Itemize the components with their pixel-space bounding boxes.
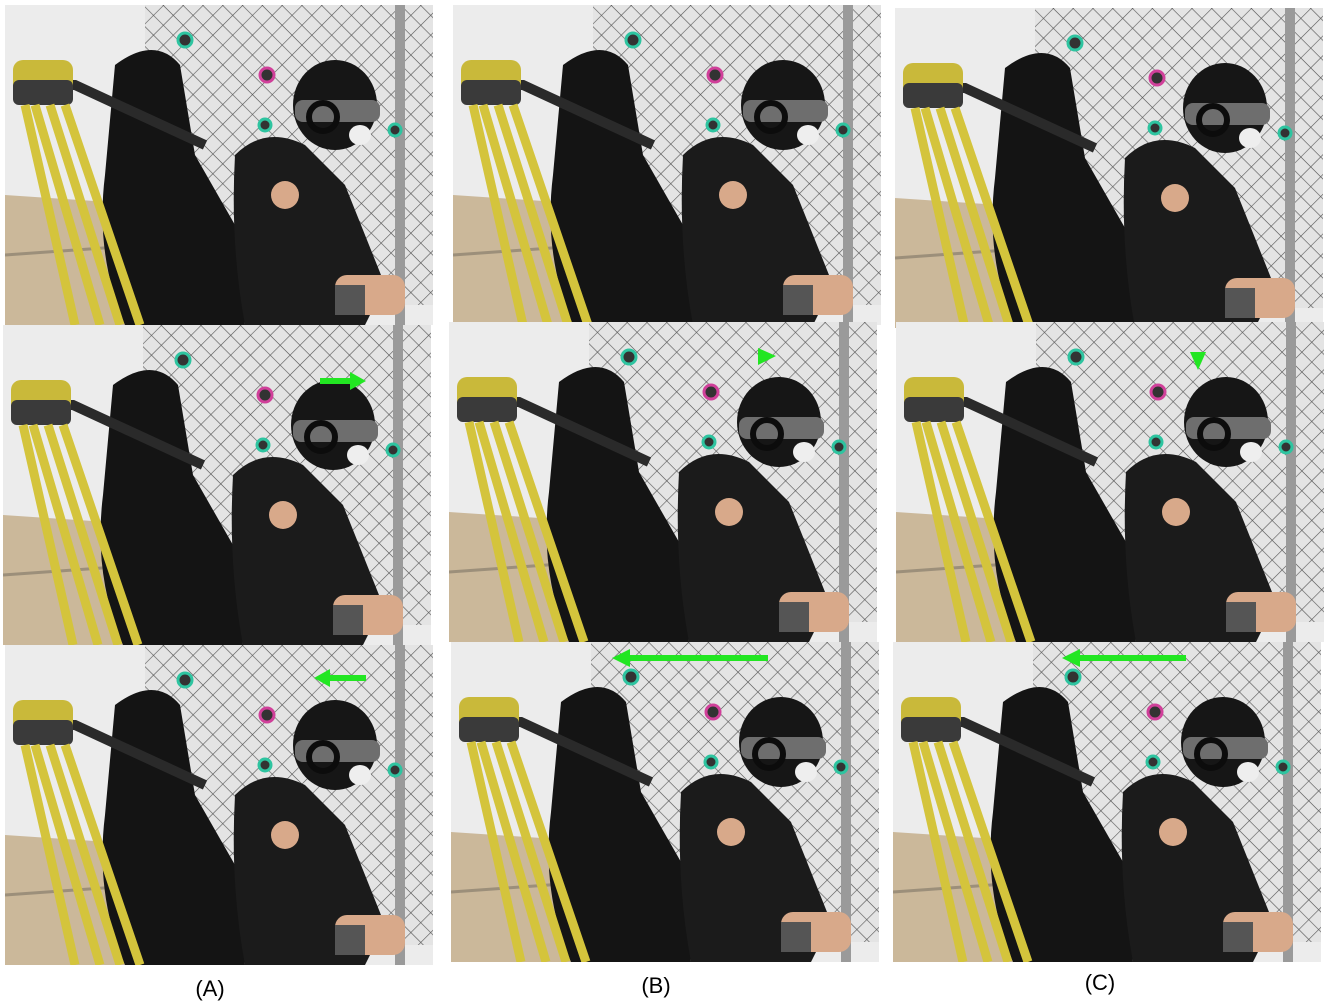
arrow-head bbox=[1190, 352, 1206, 370]
photo bbox=[893, 642, 1321, 962]
panel-grid bbox=[3, 5, 1324, 965]
panel-label: (B) bbox=[641, 973, 670, 998]
photo bbox=[5, 645, 433, 965]
panel-label: (A) bbox=[195, 976, 224, 1001]
arrow-head bbox=[1062, 649, 1080, 667]
photo bbox=[451, 642, 879, 962]
photo bbox=[449, 322, 877, 642]
photo bbox=[896, 322, 1324, 642]
photo bbox=[3, 325, 431, 645]
arrow-head bbox=[350, 372, 366, 390]
panel-label: (C) bbox=[1085, 970, 1116, 995]
arrow-head bbox=[314, 669, 330, 687]
photo bbox=[895, 8, 1323, 328]
arrow-head bbox=[612, 649, 630, 667]
photo bbox=[453, 5, 881, 325]
photo bbox=[5, 5, 433, 325]
arrow-head bbox=[758, 348, 776, 365]
arrows bbox=[314, 348, 1206, 687]
